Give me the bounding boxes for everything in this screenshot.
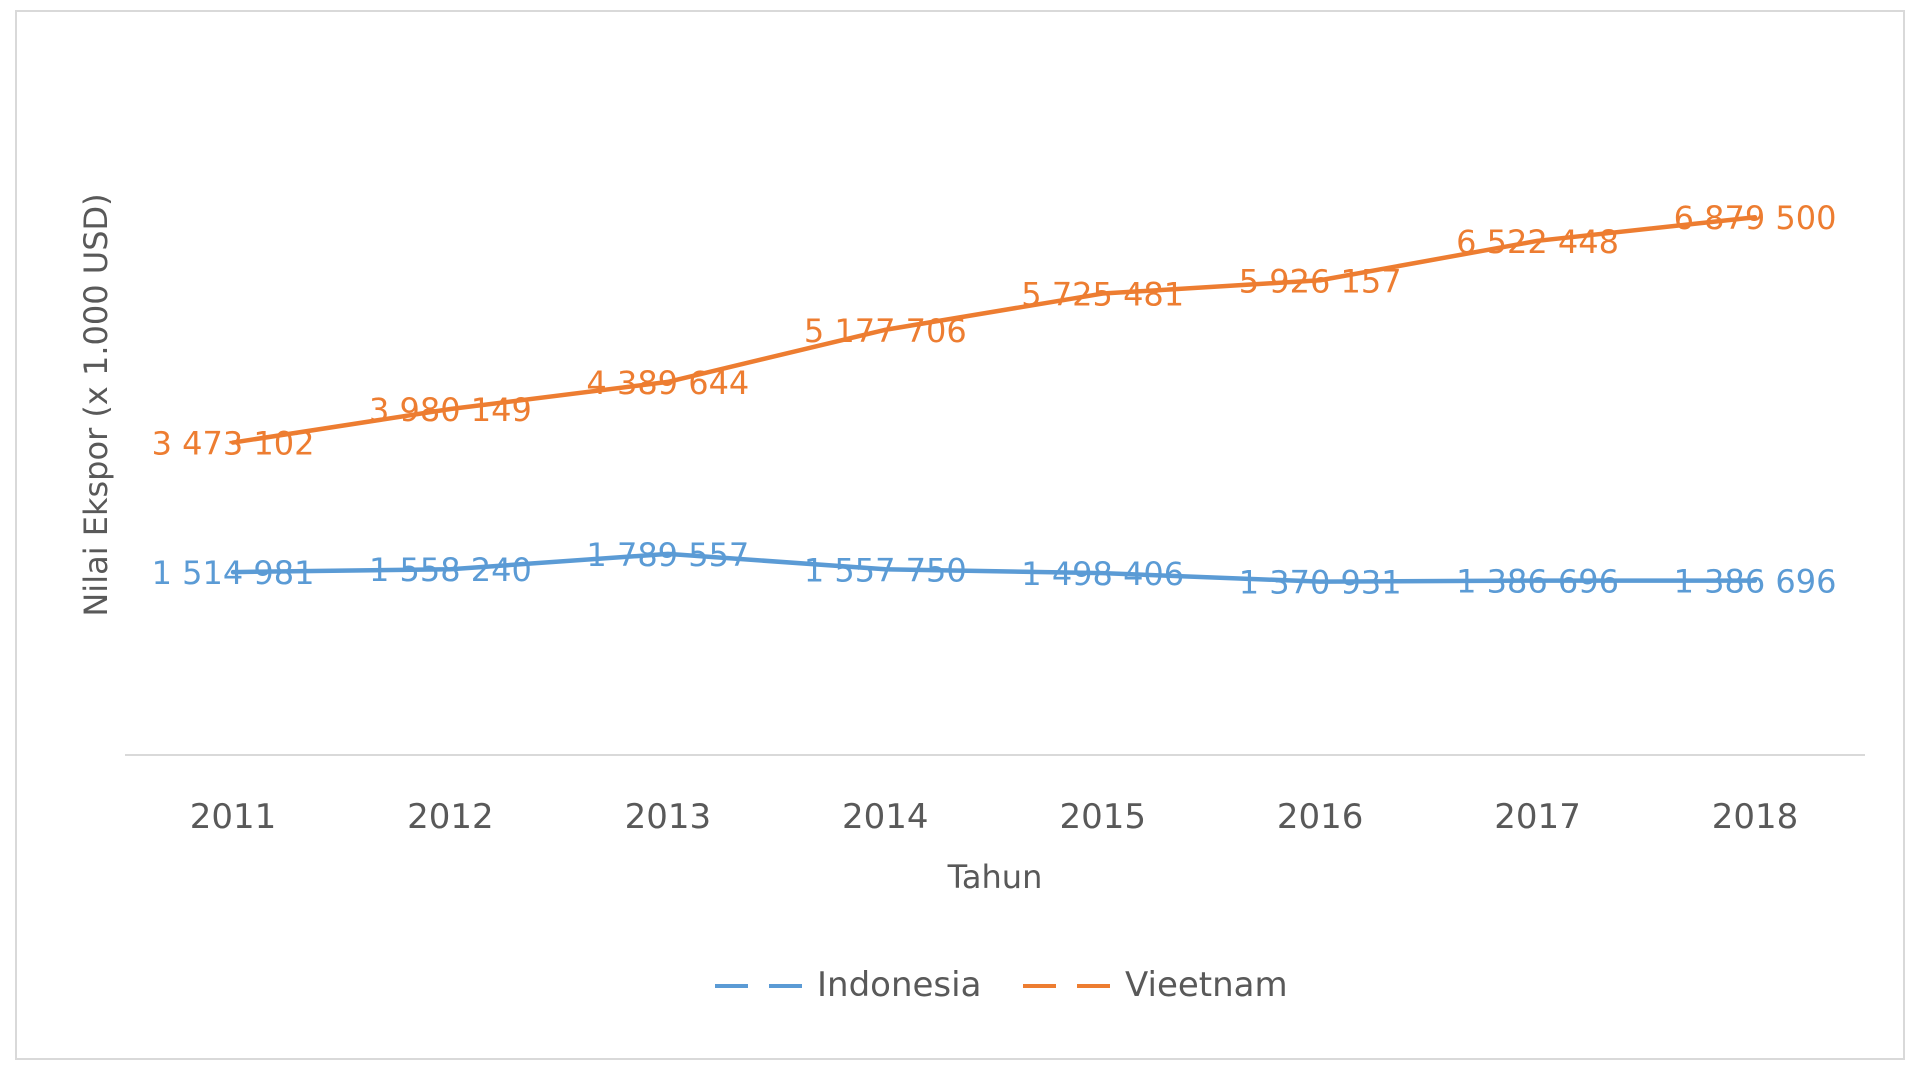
x-tick-2016: 2016 bbox=[1277, 797, 1364, 837]
data-labels: 1 514 981 1 558 240 1 789 557 1 557 750 1 49… bbox=[152, 199, 1837, 601]
data-label-indonesia-2011: 1 514 981 bbox=[152, 554, 315, 592]
x-tick-2013: 2013 bbox=[625, 797, 712, 837]
data-label-indonesia-2018: 1 386 696 bbox=[1674, 563, 1837, 601]
x-tick-2011: 2011 bbox=[190, 797, 277, 837]
data-label-vieetnam-2018: 6 879 500 bbox=[1674, 199, 1837, 237]
data-label-vieetnam-2014: 5 177 706 bbox=[804, 312, 967, 350]
x-tick-2015: 2015 bbox=[1059, 797, 1146, 837]
data-label-indonesia-2017: 1 386 696 bbox=[1456, 563, 1619, 601]
x-tick-2012: 2012 bbox=[407, 797, 494, 837]
data-label-indonesia-2016: 1 370 931 bbox=[1239, 564, 1402, 602]
data-label-indonesia-2014: 1 557 750 bbox=[804, 551, 967, 589]
x-tick-2014: 2014 bbox=[842, 797, 929, 837]
legend: Indonesia Vieetnam bbox=[715, 965, 1288, 1005]
legend-item-vieetnam: Vieetnam bbox=[1023, 965, 1288, 1005]
chart-frame bbox=[15, 10, 1905, 1060]
legend-item-indonesia: Indonesia bbox=[715, 965, 981, 1005]
y-axis-title: Nilai Ekspor (x 1.000 USD) bbox=[77, 193, 115, 616]
data-label-vieetnam-2017: 6 522 448 bbox=[1456, 223, 1619, 261]
data-label-indonesia-2013: 1 789 557 bbox=[586, 536, 749, 574]
data-label-vieetnam-2015: 5 725 481 bbox=[1021, 276, 1184, 314]
x-tick-2018: 2018 bbox=[1712, 797, 1799, 837]
data-label-indonesia-2015: 1 498 406 bbox=[1021, 555, 1184, 593]
data-label-vieetnam-2013: 4 389 644 bbox=[586, 364, 749, 402]
series-line-indonesia bbox=[230, 551, 1758, 584]
legend-label-indonesia: Indonesia bbox=[817, 965, 981, 1005]
x-tick-labels: 2011 2012 2013 2014 2015 2016 2017 2018 bbox=[190, 797, 1799, 837]
series-lines bbox=[230, 214, 1758, 584]
data-label-indonesia-2012: 1 558 240 bbox=[369, 551, 532, 589]
legend-label-vieetnam: Vieetnam bbox=[1125, 965, 1288, 1005]
data-label-vieetnam-2011: 3 473 102 bbox=[152, 425, 315, 463]
data-label-vieetnam-2016: 5 926 157 bbox=[1239, 262, 1402, 300]
series-line-vieetnam bbox=[230, 214, 1758, 445]
data-label-vieetnam-2012: 3 980 149 bbox=[369, 391, 532, 429]
x-tick-2017: 2017 bbox=[1494, 797, 1581, 837]
x-axis-title: Tahun bbox=[947, 858, 1043, 896]
